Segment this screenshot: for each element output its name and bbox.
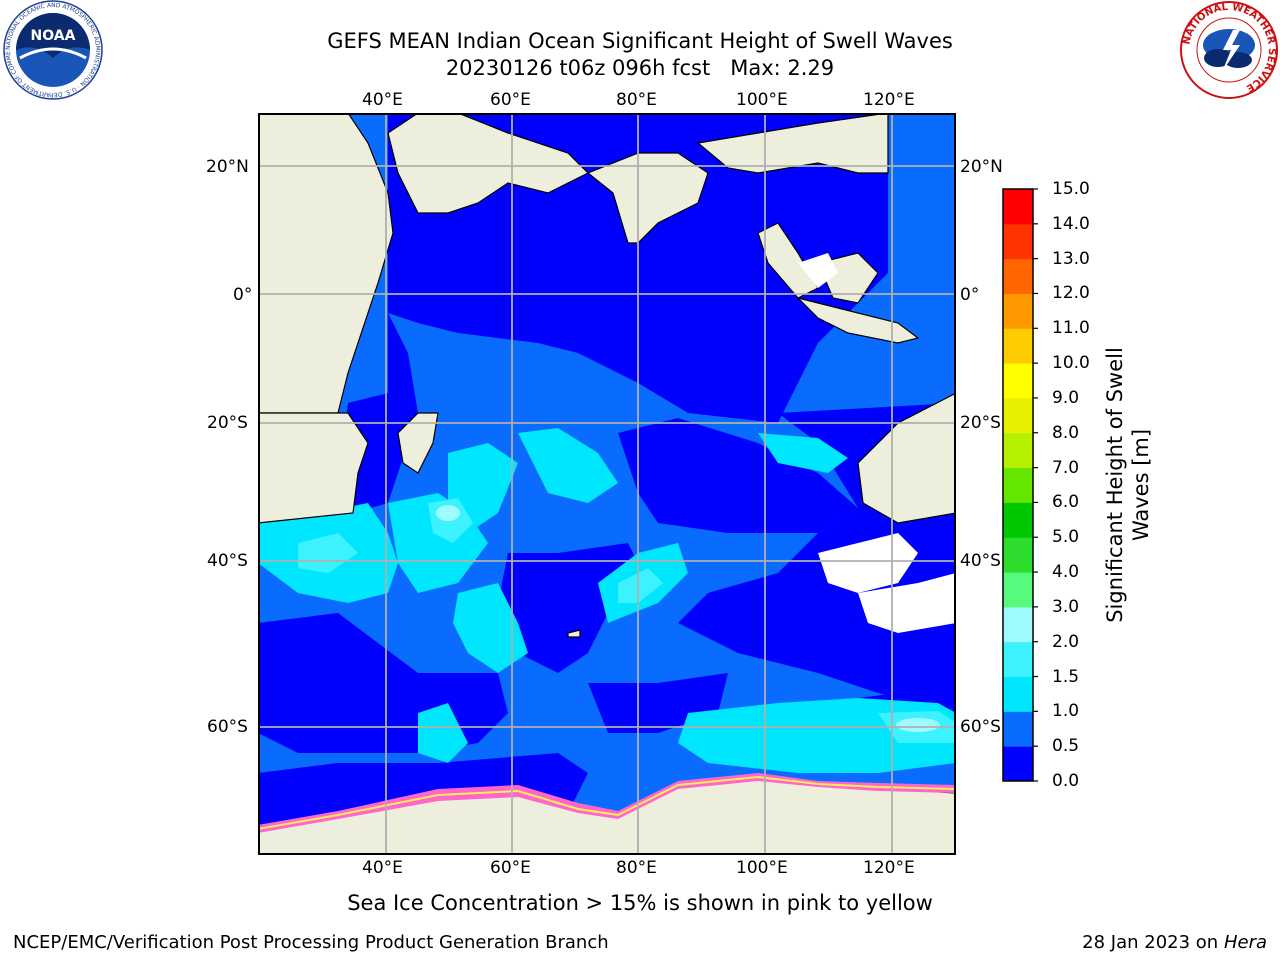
lat-tick-left: 20°N [206, 157, 249, 177]
noaa-logo-text: NOAA [31, 28, 76, 44]
lon-tick-top: 40°E [362, 90, 403, 110]
colorbar-segment [1003, 258, 1033, 294]
lon-tick-bottom: 80°E [616, 858, 657, 878]
colorbar-segment [1003, 746, 1033, 782]
lon-tick-bottom: 60°E [490, 858, 531, 878]
lat-tick-left: 40°S [207, 551, 248, 571]
colorbar-segment [1003, 502, 1033, 538]
swell-height-map [258, 113, 956, 855]
swell-band-2.0-3.0 [436, 505, 940, 732]
colorbar-tick-label: 7.0 [1052, 457, 1080, 478]
no-data-patches [798, 253, 954, 633]
colorbar-tick-label: 9.0 [1052, 387, 1080, 408]
colorbar-label-line1: Significant Height of Swell [1103, 347, 1127, 623]
colorbar-tick-label: 0.0 [1052, 771, 1080, 791]
colorbar-segment [1003, 328, 1033, 364]
colorbar-tick-label: 3.0 [1052, 596, 1080, 617]
footer-host: Hera [1223, 932, 1267, 953]
colorbar-tick-label: 12.0 [1052, 283, 1090, 304]
colorbar-tick-label: 0.5 [1052, 736, 1080, 757]
lat-tick-right: 0° [960, 285, 980, 305]
colorbar-tick-label: 15.0 [1052, 179, 1090, 199]
lon-tick-bottom: 120°E [863, 858, 915, 878]
colorbar-segment [1003, 711, 1033, 747]
sea-ice-note: Sea Ice Concentration > 15% is shown in … [347, 891, 933, 915]
colorbar-tick-label: 2.0 [1052, 631, 1080, 652]
noaa-logo: NATIONAL OCEANIC AND ATMOSPHERIC ADMINIS… [0, 0, 103, 100]
lat-tick-left: 20°S [207, 413, 248, 433]
colorbar-tick-label: 14.0 [1052, 213, 1090, 234]
lon-tick-top: 100°E [736, 90, 788, 110]
lon-tick-top: 60°E [490, 90, 531, 110]
colorbar-label-line2: Waves [m] [1129, 428, 1153, 542]
colorbar [1002, 188, 1038, 782]
colorbar-segment [1003, 397, 1033, 434]
colorbar-segment [1003, 432, 1033, 469]
colorbar-segment [1003, 293, 1033, 329]
colorbar-segment [1003, 223, 1033, 260]
lon-tick-top: 120°E [863, 90, 915, 110]
lat-tick-left: 0° [233, 285, 253, 305]
colorbar-tick-label: 13.0 [1052, 248, 1090, 269]
colorbar-segment [1003, 467, 1033, 503]
footer-date: 28 Jan 2023 on [1082, 932, 1224, 953]
colorbar-frame [1002, 188, 1034, 782]
colorbar-segment [1003, 606, 1033, 643]
lat-tick-right: 20°S [960, 413, 1001, 433]
map-grid [260, 115, 954, 853]
footer-left: NCEP/EMC/Verification Post Processing Pr… [13, 932, 609, 953]
lat-tick-left: 60°S [207, 717, 248, 737]
footer-right: 28 Jan 2023 on Hera [1082, 932, 1267, 953]
colorbar-segments [1003, 189, 1033, 782]
chart-subtitle: 20230126 t06z 096h fcst Max: 2.29 [445, 56, 835, 80]
chart-title: GEFS MEAN Indian Ocean Significant Heigh… [327, 29, 953, 53]
colorbar-tick-label: 1.5 [1052, 666, 1080, 687]
map-frame [258, 113, 956, 855]
lat-tick-right: 20°N [960, 157, 1003, 177]
colorbar-tick-label: 10.0 [1052, 353, 1090, 374]
colorbar-segment [1003, 572, 1033, 608]
colorbar-segment [1003, 537, 1033, 573]
lat-tick-right: 40°S [960, 551, 1001, 571]
sea-ice-band [260, 773, 954, 833]
colorbar-segment [1003, 676, 1033, 712]
colorbar-tick-label: 8.0 [1052, 422, 1080, 443]
colorbar-segment [1003, 189, 1033, 225]
colorbar-tick-label: 11.0 [1052, 318, 1090, 339]
lon-tick-bottom: 100°E [736, 858, 788, 878]
colorbar-tick-label: 5.0 [1052, 527, 1080, 548]
colorbar-tick-label: 1.0 [1052, 701, 1080, 722]
colorbar-tick-label: 4.0 [1052, 562, 1080, 583]
lat-tick-right: 60°S [960, 717, 1001, 737]
colorbar-tickmarks [1033, 188, 1038, 782]
colorbar-segment [1003, 363, 1033, 399]
nws-logo: NATIONAL WEATHER SERVICE [1180, 1, 1278, 99]
lon-tick-top: 80°E [616, 90, 657, 110]
lon-tick-bottom: 40°E [362, 858, 403, 878]
colorbar-tick-label: 6.0 [1052, 492, 1080, 513]
colorbar-segment [1003, 641, 1033, 678]
